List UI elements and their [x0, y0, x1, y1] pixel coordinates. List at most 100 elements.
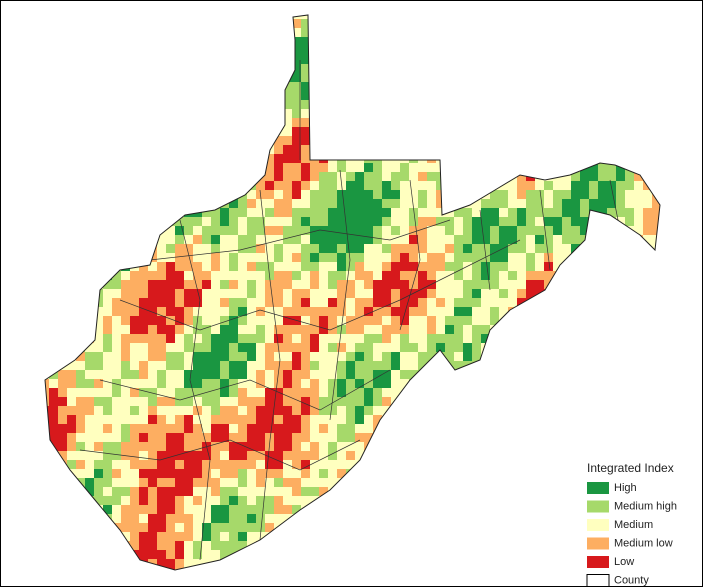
map-cell	[355, 226, 365, 236]
map-cell	[337, 451, 347, 461]
map-cell	[517, 271, 527, 281]
map-cell	[175, 253, 185, 263]
map-cell	[274, 352, 284, 362]
map-cell	[364, 271, 374, 281]
map-cell	[499, 199, 509, 209]
map-cell	[193, 217, 203, 227]
map-cell	[301, 64, 311, 74]
map-cell	[571, 235, 581, 245]
map-cell	[301, 244, 311, 254]
map-cell	[553, 253, 563, 263]
map-cell	[76, 397, 86, 407]
map-cell	[382, 199, 392, 209]
map-cell	[112, 388, 122, 398]
map-cell	[517, 190, 527, 200]
map-cell	[103, 451, 113, 461]
map-cell	[265, 370, 275, 380]
map-cell	[112, 469, 122, 479]
map-cell	[373, 181, 383, 191]
map-cell	[103, 388, 113, 398]
map-cell	[229, 244, 239, 254]
map-cell	[229, 523, 239, 533]
map-cell	[409, 199, 419, 209]
map-cell	[103, 343, 113, 353]
map-cell	[202, 343, 212, 353]
map-cell	[184, 550, 194, 560]
map-cell	[211, 334, 221, 344]
map-cell	[292, 487, 302, 497]
map-cell	[292, 127, 302, 137]
map-cell	[373, 370, 383, 380]
map-cell	[607, 190, 617, 200]
map-cell	[211, 217, 221, 227]
map-cell	[184, 217, 194, 227]
map-cell	[130, 487, 140, 497]
map-cell	[562, 208, 572, 218]
map-cell	[328, 217, 338, 227]
map-cell	[229, 514, 239, 524]
map-cell	[490, 316, 500, 326]
map-cell	[247, 469, 257, 479]
map-cell	[229, 352, 239, 362]
map-cell	[247, 460, 257, 470]
map-cell	[220, 298, 230, 308]
map-cell	[391, 226, 401, 236]
map-cell	[229, 208, 239, 218]
map-cell	[121, 343, 131, 353]
map-cell	[220, 262, 230, 272]
map-cell	[166, 388, 176, 398]
map-cell	[256, 523, 266, 533]
legend-swatch	[586, 574, 610, 587]
map-cell	[346, 226, 356, 236]
map-cell	[400, 325, 410, 335]
map-cell	[148, 307, 158, 317]
map-cell	[283, 271, 293, 281]
map-cell	[391, 190, 401, 200]
map-cell	[112, 514, 122, 524]
map-cell	[328, 352, 338, 362]
map-cell	[58, 397, 68, 407]
map-cell	[319, 397, 329, 407]
map-cell	[337, 217, 347, 227]
map-cell	[184, 325, 194, 335]
map-cell	[364, 244, 374, 254]
map-cell	[103, 424, 113, 434]
map-cell	[283, 505, 293, 515]
map-cell	[319, 325, 329, 335]
map-cell	[373, 361, 383, 371]
map-cell	[337, 460, 347, 470]
map-cell	[481, 298, 491, 308]
map-cell	[391, 379, 401, 389]
map-cell	[337, 298, 347, 308]
map-cell	[373, 397, 383, 407]
map-cell	[220, 208, 230, 218]
map-cell	[643, 226, 653, 236]
map-cell	[337, 442, 347, 452]
map-cell	[157, 469, 167, 479]
map-cell	[382, 181, 392, 191]
map-cell	[157, 280, 167, 290]
map-cell	[391, 208, 401, 218]
map-cell	[94, 415, 104, 425]
map-cell	[463, 289, 473, 299]
map-cell	[544, 226, 554, 236]
map-cell	[337, 253, 347, 263]
map-cell	[301, 316, 311, 326]
map-cell	[139, 343, 149, 353]
map-cell	[166, 541, 176, 551]
map-cell	[76, 352, 86, 362]
map-cell	[409, 235, 419, 245]
map-cell	[400, 190, 410, 200]
map-cell	[400, 334, 410, 344]
map-cell	[634, 208, 644, 218]
map-cell	[121, 289, 131, 299]
map-cell	[499, 253, 509, 263]
map-cell	[103, 406, 113, 416]
map-cell	[121, 487, 131, 497]
map-cell	[130, 316, 140, 326]
map-cell	[391, 181, 401, 191]
map-cell	[256, 424, 266, 434]
map-cell	[499, 307, 509, 317]
map-cell	[229, 451, 239, 461]
map-cell	[292, 370, 302, 380]
